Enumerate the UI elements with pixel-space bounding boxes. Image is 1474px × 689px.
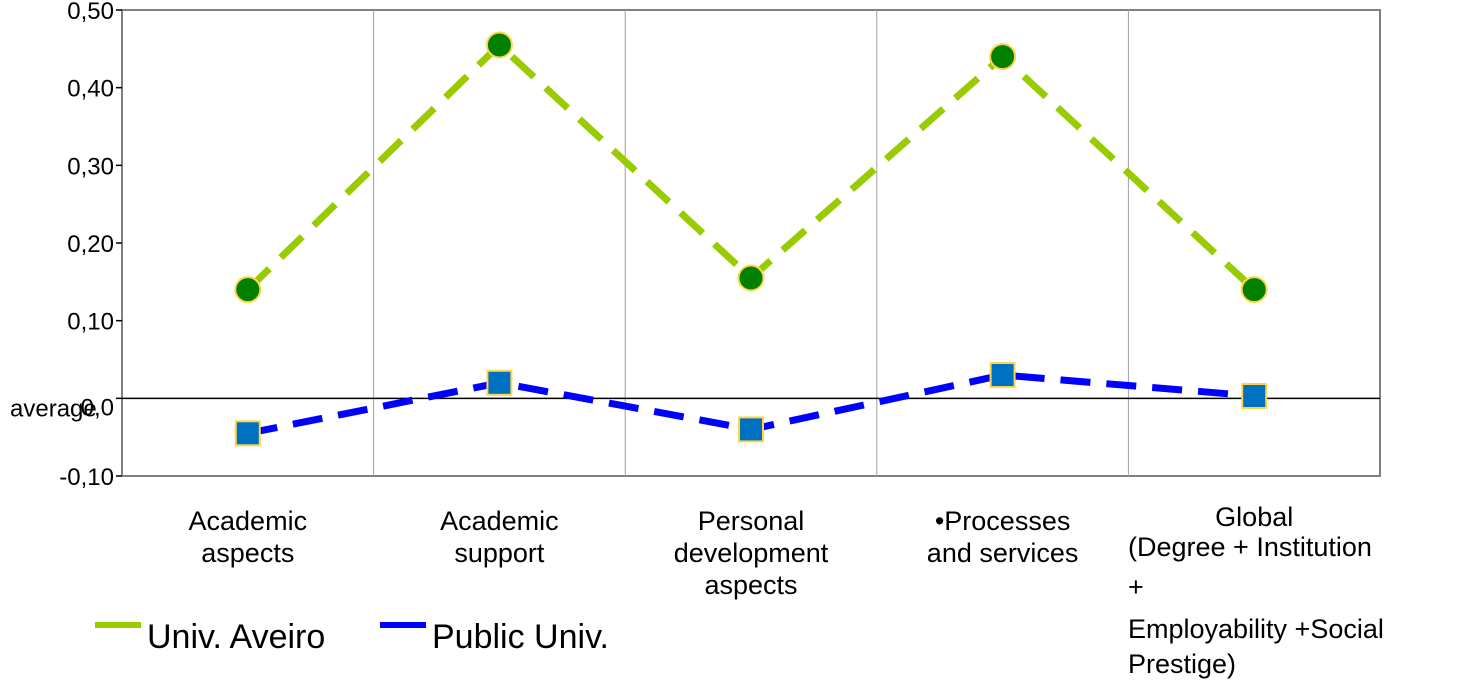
y-tick-label: 0,20 [67, 231, 114, 258]
x-tick-label: aspects [704, 570, 797, 600]
y-tick-label: -0,10 [59, 464, 114, 491]
data-point-public-univ [234, 420, 261, 447]
x-tick-label: Employability +Social [1128, 614, 1384, 644]
plot-frame [121, 9, 1381, 477]
data-point-univ-aveiro [485, 31, 513, 59]
data-point-univ-aveiro [737, 264, 765, 292]
data-point-public-univ [989, 362, 1016, 389]
y-tick-label-zero: 0,0 [81, 394, 114, 421]
data-point-public-univ [1241, 383, 1268, 410]
average-label: average [10, 395, 97, 422]
x-tick-label: + [1128, 572, 1144, 602]
x-tick-label: Prestige) [1128, 649, 1236, 679]
data-point-public-univ [486, 369, 513, 396]
data-point-public-univ [738, 416, 764, 443]
legend-label-public-univ: Public Univ. [432, 618, 609, 656]
series-line-univ-aveiro [245, 40, 1257, 293]
x-tick-label: Personal [698, 506, 805, 536]
y-tick-label: 0,30 [67, 153, 114, 180]
legend-item-univ-aveiro: Univ. Aveiro [95, 618, 325, 657]
y-tick-label: 0,40 [67, 76, 114, 103]
data-point-univ-aveiro [1240, 276, 1268, 304]
x-tick-label: support [454, 538, 545, 568]
data-point-univ-aveiro [989, 43, 1017, 71]
x-tick-label: and services [927, 538, 1079, 568]
y-tick-label: 0,50 [67, 0, 114, 25]
data-point-univ-aveiro [234, 276, 262, 304]
legend-swatch-univ-aveiro [95, 622, 141, 629]
x-tick-label: aspects [201, 538, 294, 568]
legend-swatch-public-univ [380, 622, 426, 629]
x-tick-label: •Processes [935, 506, 1071, 536]
legend-item-public-univ: Public Univ. [380, 618, 609, 657]
x-tick-label: Academic [440, 506, 559, 536]
legend-label-univ-aveiro: Univ. Aveiro [147, 618, 326, 656]
x-tick-label: development [674, 538, 829, 568]
x-tick-label: Academic [189, 506, 308, 536]
x-tick-label: Global [1215, 502, 1293, 532]
x-tick-label: (Degree + Institution [1128, 532, 1372, 562]
y-tick-label: 0,10 [67, 309, 114, 336]
